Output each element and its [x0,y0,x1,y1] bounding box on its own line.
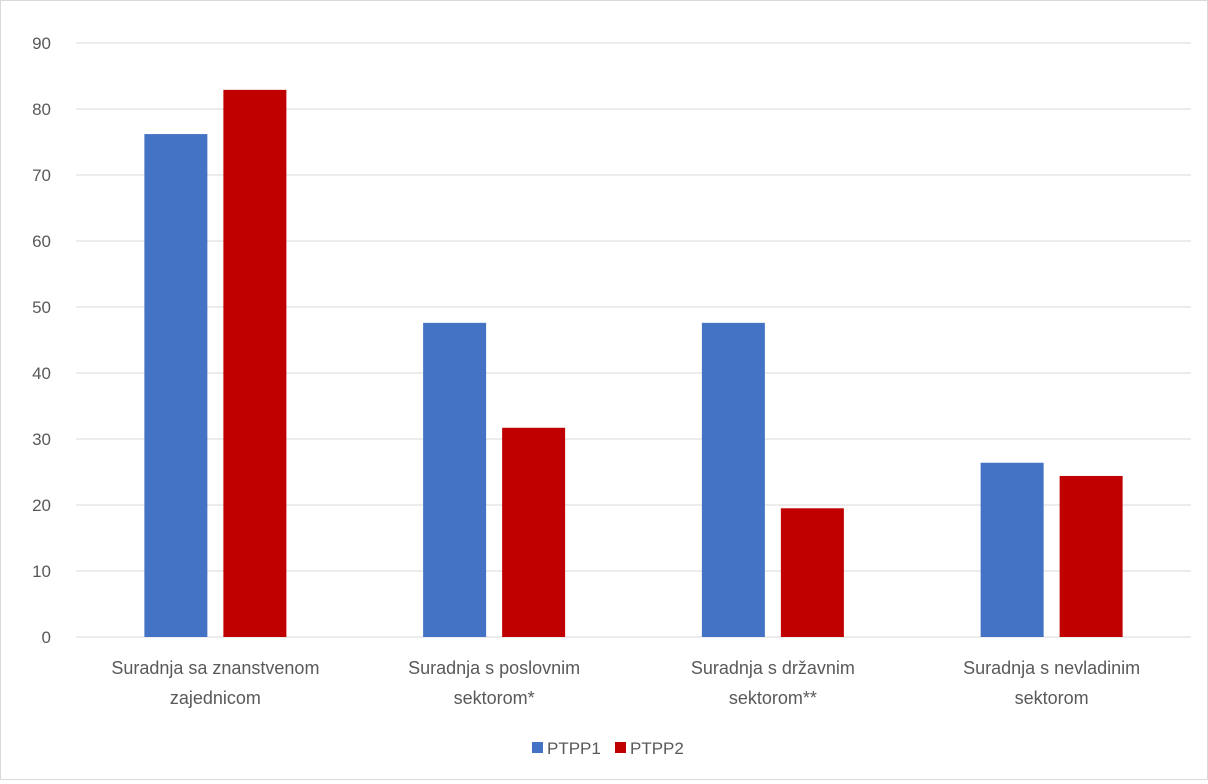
bar-ptpp2 [502,427,566,637]
bar-ptpp1 [144,134,208,637]
y-tick-label: 40 [32,364,51,383]
y-tick-label: 0 [42,628,51,647]
x-tick-label-line: Suradnja s nevladinim [963,658,1140,678]
x-tick-label-line: Suradnja s poslovnim [408,658,580,678]
x-tick-label-line: Suradnja s državnim [691,658,855,678]
x-tick-label: Suradnja s poslovnim sektorom* [408,658,580,708]
x-tick-label: Suradnja s nevladinim sektorom [963,658,1140,708]
bar-ptpp1 [701,322,765,637]
x-tick-label: Suradnja sa znanstvenom zajednicom [111,658,319,708]
x-tick-label-line: sektorom* [454,688,535,708]
y-tick-label: 10 [32,562,51,581]
legend-label-ptpp2: PTPP2 [630,739,684,758]
bar-ptpp2 [1059,475,1123,637]
legend-swatch-ptpp1 [532,742,543,753]
bars [144,89,1123,638]
y-tick-label: 70 [32,166,51,185]
y-tick-label: 80 [32,100,51,119]
bar-ptpp1 [980,462,1044,637]
x-tick-label-line: Suradnja sa znanstvenom [111,658,319,678]
legend-label-ptpp1: PTPP1 [547,739,601,758]
x-tick-label-line: sektorom** [729,688,817,708]
bar-ptpp2 [223,89,287,638]
y-tick-label: 50 [32,298,51,317]
x-tick-label-line: zajednicom [170,688,261,708]
y-tick-label: 90 [32,34,51,53]
bar-ptpp2 [780,508,844,637]
legend: PTPP1 PTPP2 [532,739,684,758]
x-tick-label: Suradnja s državnim sektorom** [691,658,855,708]
x-axis-labels: Suradnja sa znanstvenom zajednicomSuradnj… [111,658,1140,708]
y-tick-label: 30 [32,430,51,449]
y-tick-label: 60 [32,232,51,251]
y-axis-ticks: 0 10 20 30 40 50 60 70 80 90 [32,34,51,647]
x-tick-label-line: sektorom [1015,688,1089,708]
y-tick-label: 20 [32,496,51,515]
legend-swatch-ptpp2 [615,742,626,753]
bar-ptpp1 [423,322,487,637]
